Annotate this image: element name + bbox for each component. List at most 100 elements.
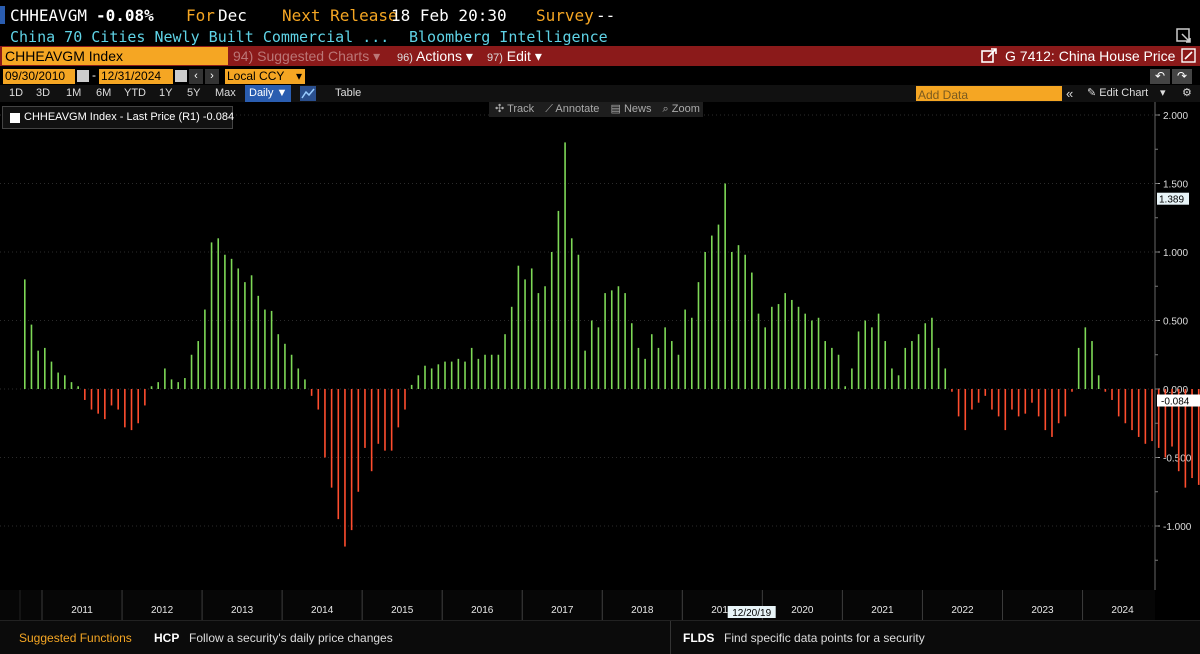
period-button-3d[interactable]: 3D — [36, 87, 51, 99]
period-button-1y[interactable]: 1Y — [159, 87, 173, 99]
bar — [150, 386, 153, 389]
bar — [597, 327, 600, 389]
for-label: For — [186, 6, 215, 25]
table-button[interactable]: Table — [335, 85, 361, 102]
period-button-5y[interactable]: 5Y — [187, 87, 201, 99]
bar — [584, 350, 586, 389]
period-bar: 1D 3D 1M 6M YTD 1Y 5Y Max Daily ▼ Table Add Dat… — [0, 85, 1200, 102]
bar — [264, 309, 266, 389]
security-description: China 70 Cities Newly Built Commercial .… — [10, 28, 390, 46]
x-tick-label: 2015 — [391, 605, 414, 616]
settings-icon[interactable] — [1181, 48, 1196, 63]
bar — [317, 389, 320, 410]
bar — [751, 272, 753, 389]
start-date-input[interactable]: 09/30/2010 — [3, 69, 75, 84]
suggested-charts-label: Suggested Charts — [257, 48, 370, 64]
bar — [1104, 389, 1107, 392]
bar — [57, 372, 59, 389]
redo-icon[interactable]: ↷ — [1172, 69, 1192, 84]
actions-label: Actions — [416, 48, 462, 64]
security-field[interactable]: CHHEAVGM Index — [2, 47, 228, 65]
bar — [1004, 389, 1007, 431]
next-release-value: 18 Feb 20:30 — [391, 6, 507, 25]
footer-divider — [670, 621, 671, 654]
zoom-button[interactable]: Zoom — [671, 103, 700, 115]
bar — [1171, 389, 1173, 447]
bar — [350, 389, 353, 531]
hcp-function-code[interactable]: HCP — [154, 631, 180, 645]
bar — [530, 268, 533, 389]
period-button-6m[interactable]: 6M — [96, 87, 112, 99]
bar — [297, 368, 300, 389]
bar — [904, 347, 907, 389]
period-button-1d[interactable]: 1D — [9, 87, 24, 99]
add-data-input[interactable]: Add Data — [916, 86, 1062, 102]
bar — [404, 389, 406, 410]
chart-area[interactable]: 2011 2012 2013 2014 2015 2016 2017 2018 2019 2020… — [0, 102, 1200, 620]
undo-icon[interactable]: ↶ — [1150, 69, 1170, 84]
bar — [344, 389, 346, 547]
annotate-button[interactable]: Annotate — [555, 103, 600, 115]
edit-chart-button[interactable]: ✎ Edit Chart — [1087, 85, 1148, 102]
bar — [771, 306, 773, 389]
bar — [851, 368, 853, 389]
gear-icon[interactable]: ⚙ — [1182, 87, 1192, 99]
bar — [1091, 341, 1093, 389]
period-button-max[interactable]: Max — [215, 87, 236, 99]
more-icon[interactable]: ▾ — [1160, 87, 1166, 99]
frequency-text: Daily — [249, 87, 274, 99]
suggested-charts-button[interactable]: 94) Suggested Charts ▾ — [233, 47, 380, 65]
bar — [210, 242, 213, 389]
flds-function-desc[interactable]: Find specific data points for a security — [724, 631, 925, 645]
bar — [1177, 389, 1180, 472]
bar — [390, 389, 393, 451]
ticker-symbol[interactable]: CHHEAVGM — [10, 6, 88, 25]
bar — [1197, 389, 1200, 485]
bar — [557, 210, 560, 389]
open-external-icon[interactable] — [981, 48, 997, 64]
actions-button[interactable]: 96) Actions ▾ — [397, 47, 473, 65]
bar-chart[interactable]: 2011 2012 2013 2014 2015 2016 2017 2018 2019 2020… — [0, 102, 1200, 620]
end-date-input[interactable]: 12/31/2024 — [99, 69, 173, 84]
y-tick-label: 2.000 — [1163, 111, 1188, 122]
bar — [457, 358, 460, 389]
bar — [64, 375, 66, 389]
track-button[interactable]: Track — [507, 103, 535, 115]
bar — [137, 389, 139, 424]
flds-function-code[interactable]: FLDS — [683, 631, 715, 645]
bar — [544, 286, 546, 389]
bar — [184, 378, 186, 389]
chart-toolbar: ✣ Track ⟋ Annotate ▤ News ⌕ Zoom — [489, 102, 703, 117]
resize-icon[interactable] — [1176, 28, 1192, 44]
hcp-function-desc[interactable]: Follow a security's daily price changes — [189, 631, 393, 645]
bar — [117, 389, 119, 410]
bar — [817, 317, 820, 389]
bar — [77, 386, 79, 389]
calendar-icon[interactable] — [77, 70, 89, 82]
chart-legend[interactable]: CHHEAVGM Index - Last Price (R1) -0.084 — [2, 106, 234, 129]
next-period-button[interactable]: › — [205, 69, 219, 84]
source-link[interactable]: Bloomberg Intelligence — [409, 28, 608, 46]
collapse-icon[interactable]: « — [1066, 86, 1074, 101]
period-button-1m[interactable]: 1M — [66, 87, 82, 99]
period-button-ytd[interactable]: YTD — [124, 87, 146, 99]
price-change: -0.08% — [96, 6, 154, 25]
bar — [90, 389, 93, 410]
y-tick-label: -1.000 — [1163, 522, 1192, 533]
frequency-select[interactable]: Daily ▼ — [245, 85, 292, 102]
bar — [290, 354, 293, 389]
calendar-icon[interactable] — [175, 70, 187, 82]
line-chart-icon[interactable] — [300, 86, 316, 101]
bar — [517, 265, 520, 389]
bar — [991, 389, 993, 410]
edit-button[interactable]: 97) Edit ▾ — [487, 47, 542, 65]
x-tick-label: 2014 — [311, 605, 334, 616]
bar — [364, 389, 366, 448]
bar — [370, 389, 373, 472]
bar — [284, 343, 286, 389]
add-data-placeholder: Add Data — [918, 88, 969, 102]
news-button[interactable]: News — [623, 103, 652, 115]
footer: Suggested Functions HCP Follow a securit… — [0, 620, 1200, 654]
prev-period-button[interactable]: ‹ — [189, 69, 203, 84]
currency-select[interactable]: Local CCY ▾ — [225, 69, 305, 84]
